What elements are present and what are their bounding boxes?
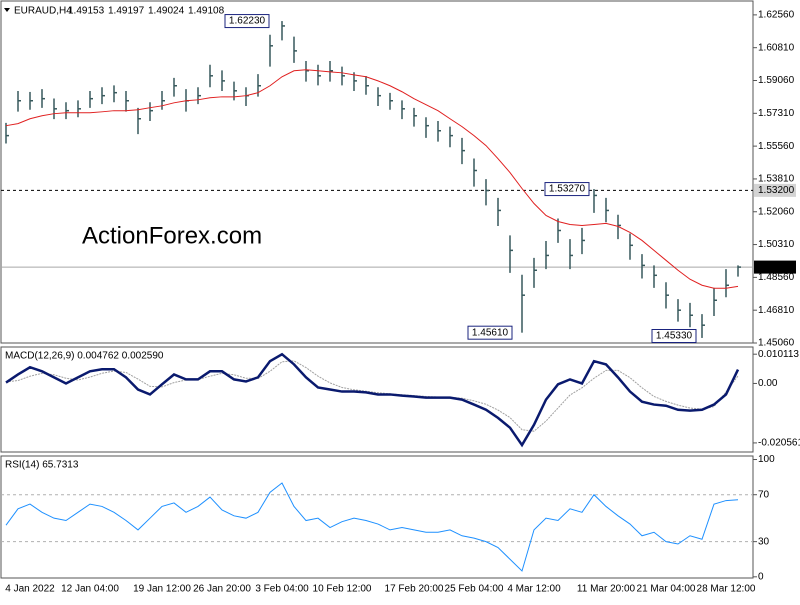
y-tick-label: 0.00 (758, 378, 778, 389)
x-tick-label: 28 Mar 12:00 (697, 584, 756, 595)
watermark: ActionForex.com (82, 222, 262, 249)
price-label: 1.53200 (758, 185, 795, 196)
y-tick-label: 0 (758, 571, 764, 582)
x-tick-label: 3 Feb 04:00 (255, 584, 309, 595)
symbol: EURAUD,H4 (14, 6, 72, 17)
y-tick-label: 70 (758, 489, 770, 500)
y-tick-label: 1.52060 (758, 206, 795, 217)
macd-title: MACD(12,26,9) 0.004762 0.002590 (5, 351, 164, 362)
x-tick-label: 12 Jan 04:00 (61, 584, 119, 595)
moving-average (5, 69, 739, 289)
y-tick-label: 1.53810 (758, 174, 795, 185)
y-tick-label: 1.60810 (758, 42, 795, 53)
annotation-label: 1.62230 (229, 16, 266, 27)
y-tick-label: 1.57310 (758, 108, 795, 119)
header-value: 1.49108 (188, 6, 225, 17)
x-tick-label: 4 Mar 12:00 (507, 584, 561, 595)
annotation-box (651, 329, 697, 343)
y-tick-label: 1.59060 (758, 75, 795, 86)
price-panel (0, 0, 754, 344)
x-tick-label: 19 Jan 12:00 (133, 584, 191, 595)
y-tick-label: 1.50310 (758, 239, 795, 250)
x-tick-label: 11 Mar 20:00 (577, 584, 636, 595)
rsi-line (5, 482, 739, 572)
y-tick-label: 30 (758, 536, 770, 547)
header-value: 1.49153 (68, 6, 105, 17)
x-tick-label: 4 Jan 2022 (5, 584, 55, 595)
header-value: 1.49024 (148, 6, 185, 17)
annotation-box (224, 14, 270, 29)
macd-line (5, 352, 740, 448)
y-tick-label: 1.45060 (758, 338, 795, 349)
y-tick-label: 100 (758, 454, 775, 465)
price-label-box (754, 260, 796, 274)
macd-panel (0, 346, 754, 453)
rsi-title: RSI(14) 65.7313 (5, 460, 79, 471)
price-label: 1.49108 (758, 262, 795, 273)
y-tick-label: 1.62560 (758, 10, 795, 21)
annotation-box (544, 182, 590, 197)
x-tick-label: 21 Mar 04:00 (637, 584, 696, 595)
annotation-label: 1.45330 (656, 331, 693, 342)
x-tick-label: 10 Feb 12:00 (313, 584, 372, 595)
annotation-label: 1.45610 (472, 327, 509, 338)
y-tick-label: 1.46810 (758, 305, 795, 316)
y-tick-label: -0.020561 (758, 438, 800, 449)
header-value: 1.49197 (108, 6, 145, 17)
rsi-panel (0, 455, 754, 579)
annotation-box (467, 325, 513, 340)
signal-line (5, 360, 739, 432)
y-tick-label: 1.48560 (758, 272, 795, 283)
x-tick-label: 26 Jan 20:00 (193, 584, 251, 595)
y-tick-label: 1.55560 (758, 141, 795, 152)
y-tick-label: 0.010113 (758, 349, 799, 360)
price-label-box (754, 183, 796, 197)
x-tick-label: 17 Feb 20:00 (385, 584, 444, 595)
x-tick-label: 25 Feb 04:00 (445, 584, 504, 595)
annotation-label: 1.53270 (549, 184, 586, 195)
symbol-arrow (4, 8, 10, 12)
